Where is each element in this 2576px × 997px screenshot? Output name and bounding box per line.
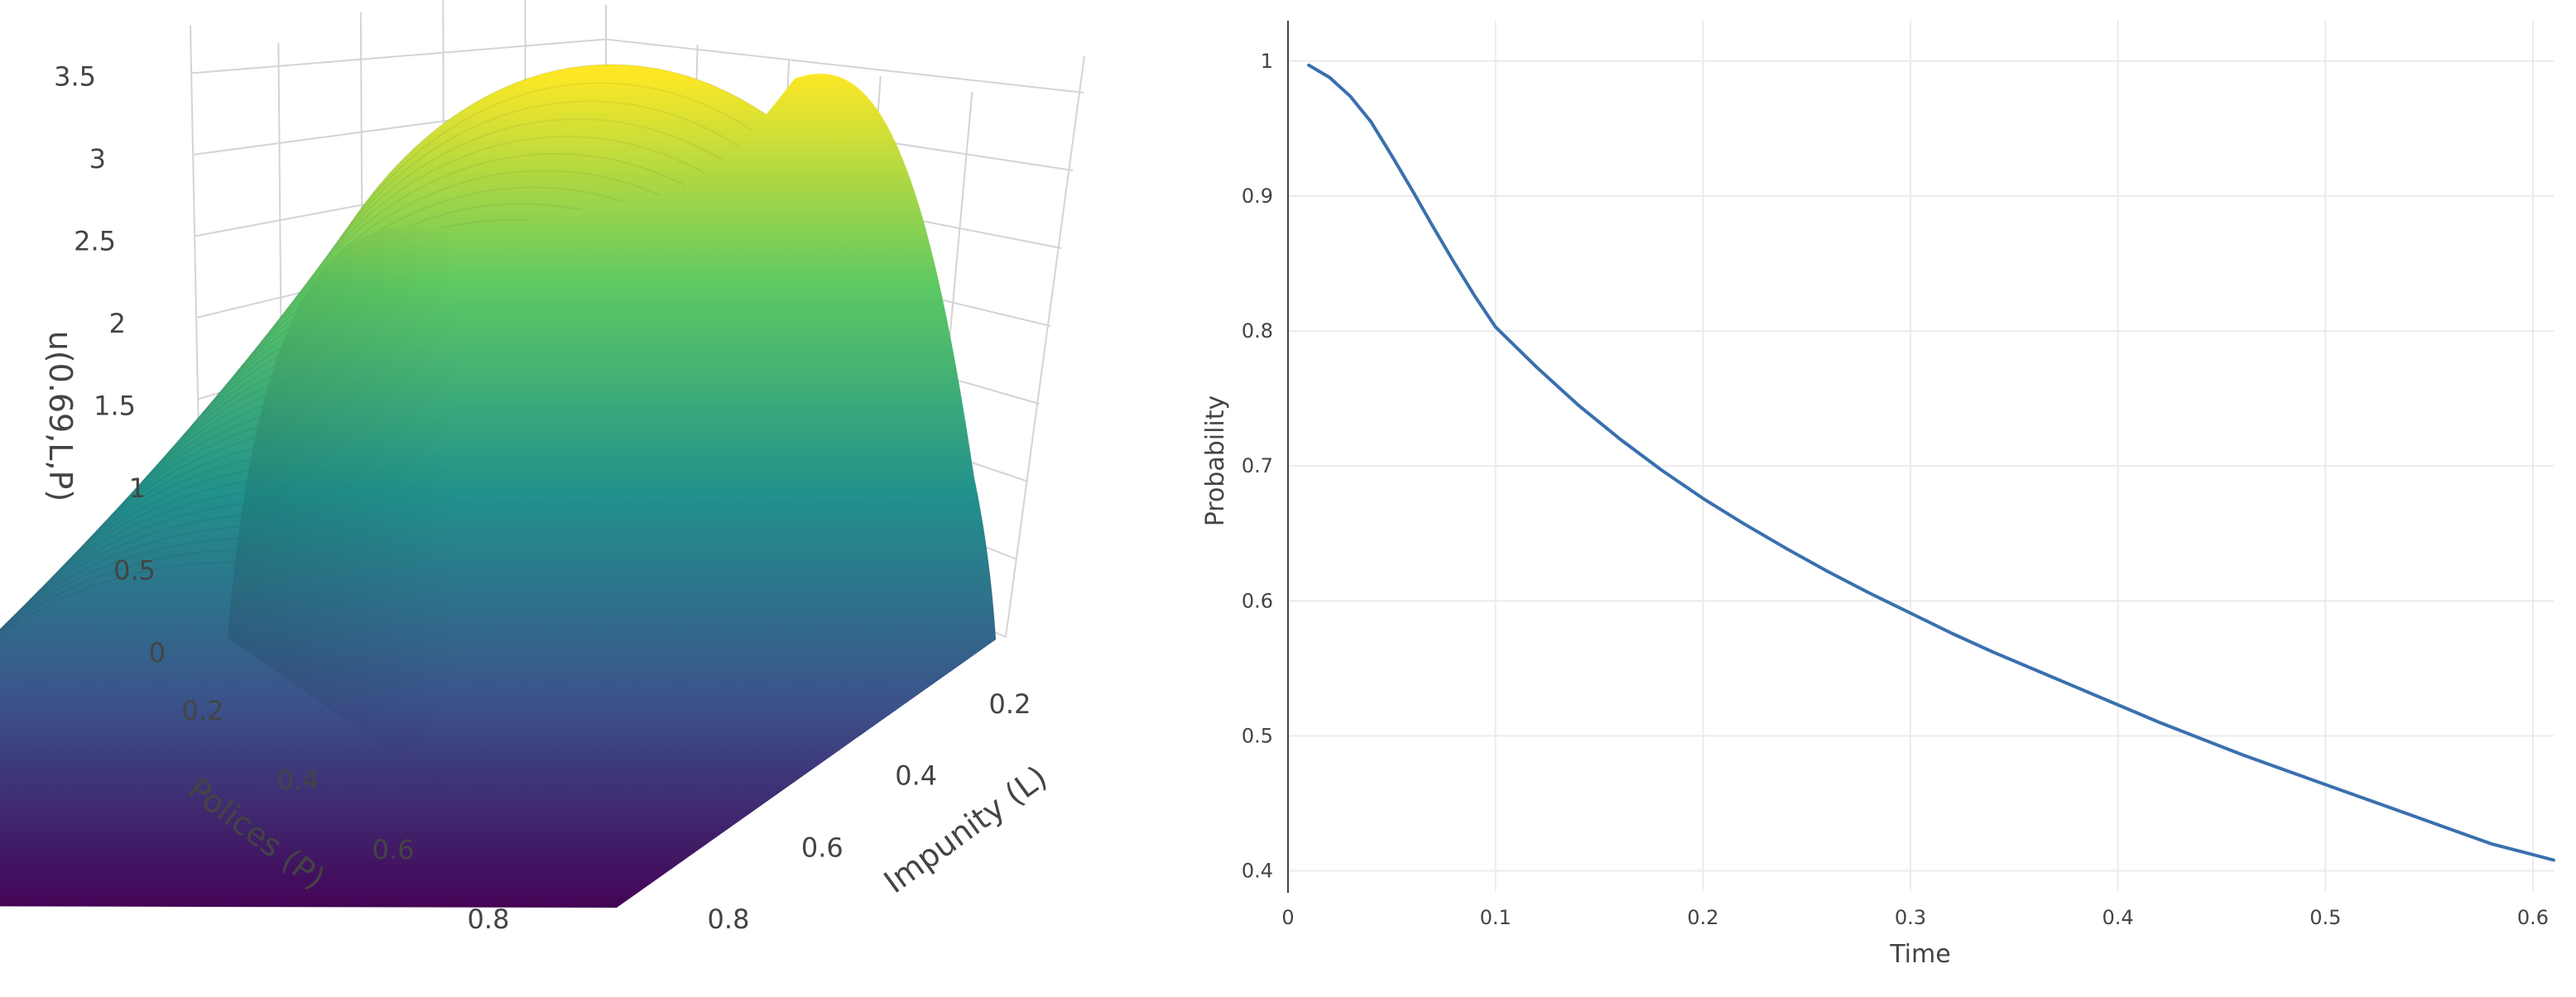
z-tick-label: 2.5 — [74, 226, 116, 257]
x-tick-label: 0.2 — [1687, 906, 1718, 929]
y-tick-label: 1 — [1261, 50, 1273, 73]
y-tick-label: 0.2 — [989, 688, 1031, 720]
z-tick-label: 3.5 — [54, 61, 96, 93]
z-gridline — [190, 38, 1084, 93]
surface-tick-labels: 0 0.5 1 1.5 2 2.5 3 3.5 0.2 0.4 0.6 0.8 0.2 0.4 0.6 0.8 — [54, 61, 1031, 936]
z-tick-label: 0.5 — [113, 555, 156, 587]
surface-left-shade — [228, 203, 617, 908]
y-tick-label: 0.5 — [1242, 724, 1273, 747]
y-tick-label: 0.8 — [708, 904, 750, 935]
series-line[interactable] — [1307, 63, 2555, 862]
y-tick-label: 0.6 — [1242, 589, 1273, 612]
y-tick-label: 0.7 — [1242, 454, 1273, 477]
x-tick-label: 0.6 — [2517, 906, 2549, 929]
y-tick-label: 0.8 — [1242, 319, 1273, 343]
surface — [0, 63, 997, 909]
line-gridlines — [1288, 21, 2554, 891]
x-tick-label: 0.1 — [1480, 906, 1511, 929]
x-tick-label: 0.8 — [468, 904, 510, 935]
wall-edge-right — [1005, 55, 1085, 638]
x-tick-label: 0.5 — [2309, 906, 2341, 929]
line-tick-labels: 0 0.1 0.2 0.3 0.4 0.5 0.6 0.4 0.5 0.6 0.7 0.8 0.9 1 — [1242, 50, 2549, 929]
x-tick-label: 0.3 — [1895, 906, 1926, 929]
surface-right-face — [617, 74, 996, 908]
y-tick-label: 0.4 — [895, 760, 937, 792]
x-tick-label: 0 — [1281, 906, 1294, 929]
y-tick-label: 0.9 — [1242, 185, 1273, 208]
z-tick-label: 3 — [89, 143, 106, 175]
z-tick-label: 0 — [149, 637, 166, 669]
x-tick-label: 0.6 — [372, 834, 415, 865]
z-tick-label: 1 — [129, 472, 146, 504]
y-tick-label: 0.4 — [1242, 860, 1273, 883]
x-axis-title-time: Time — [1889, 940, 1950, 969]
surface-plot[interactable]: 0 0.5 1 1.5 2 2.5 3 3.5 0.2 0.4 0.6 0.8 0.2 0.4 0.6 0.8… — [0, 0, 1200, 997]
line-series-group — [1307, 63, 2555, 862]
y-tick-label: 0.6 — [801, 832, 843, 863]
z-tick-label: 1.5 — [94, 391, 136, 422]
y-axis-title-probability: Probability — [1201, 395, 1230, 527]
x-tick-label: 0.4 — [2103, 906, 2134, 929]
x-tick-label: 0.4 — [277, 765, 320, 796]
z-tick-label: 2 — [109, 308, 126, 339]
x-tick-label: 0.2 — [182, 695, 224, 726]
z-axis-title: u(0.69,L,P) — [42, 331, 79, 502]
